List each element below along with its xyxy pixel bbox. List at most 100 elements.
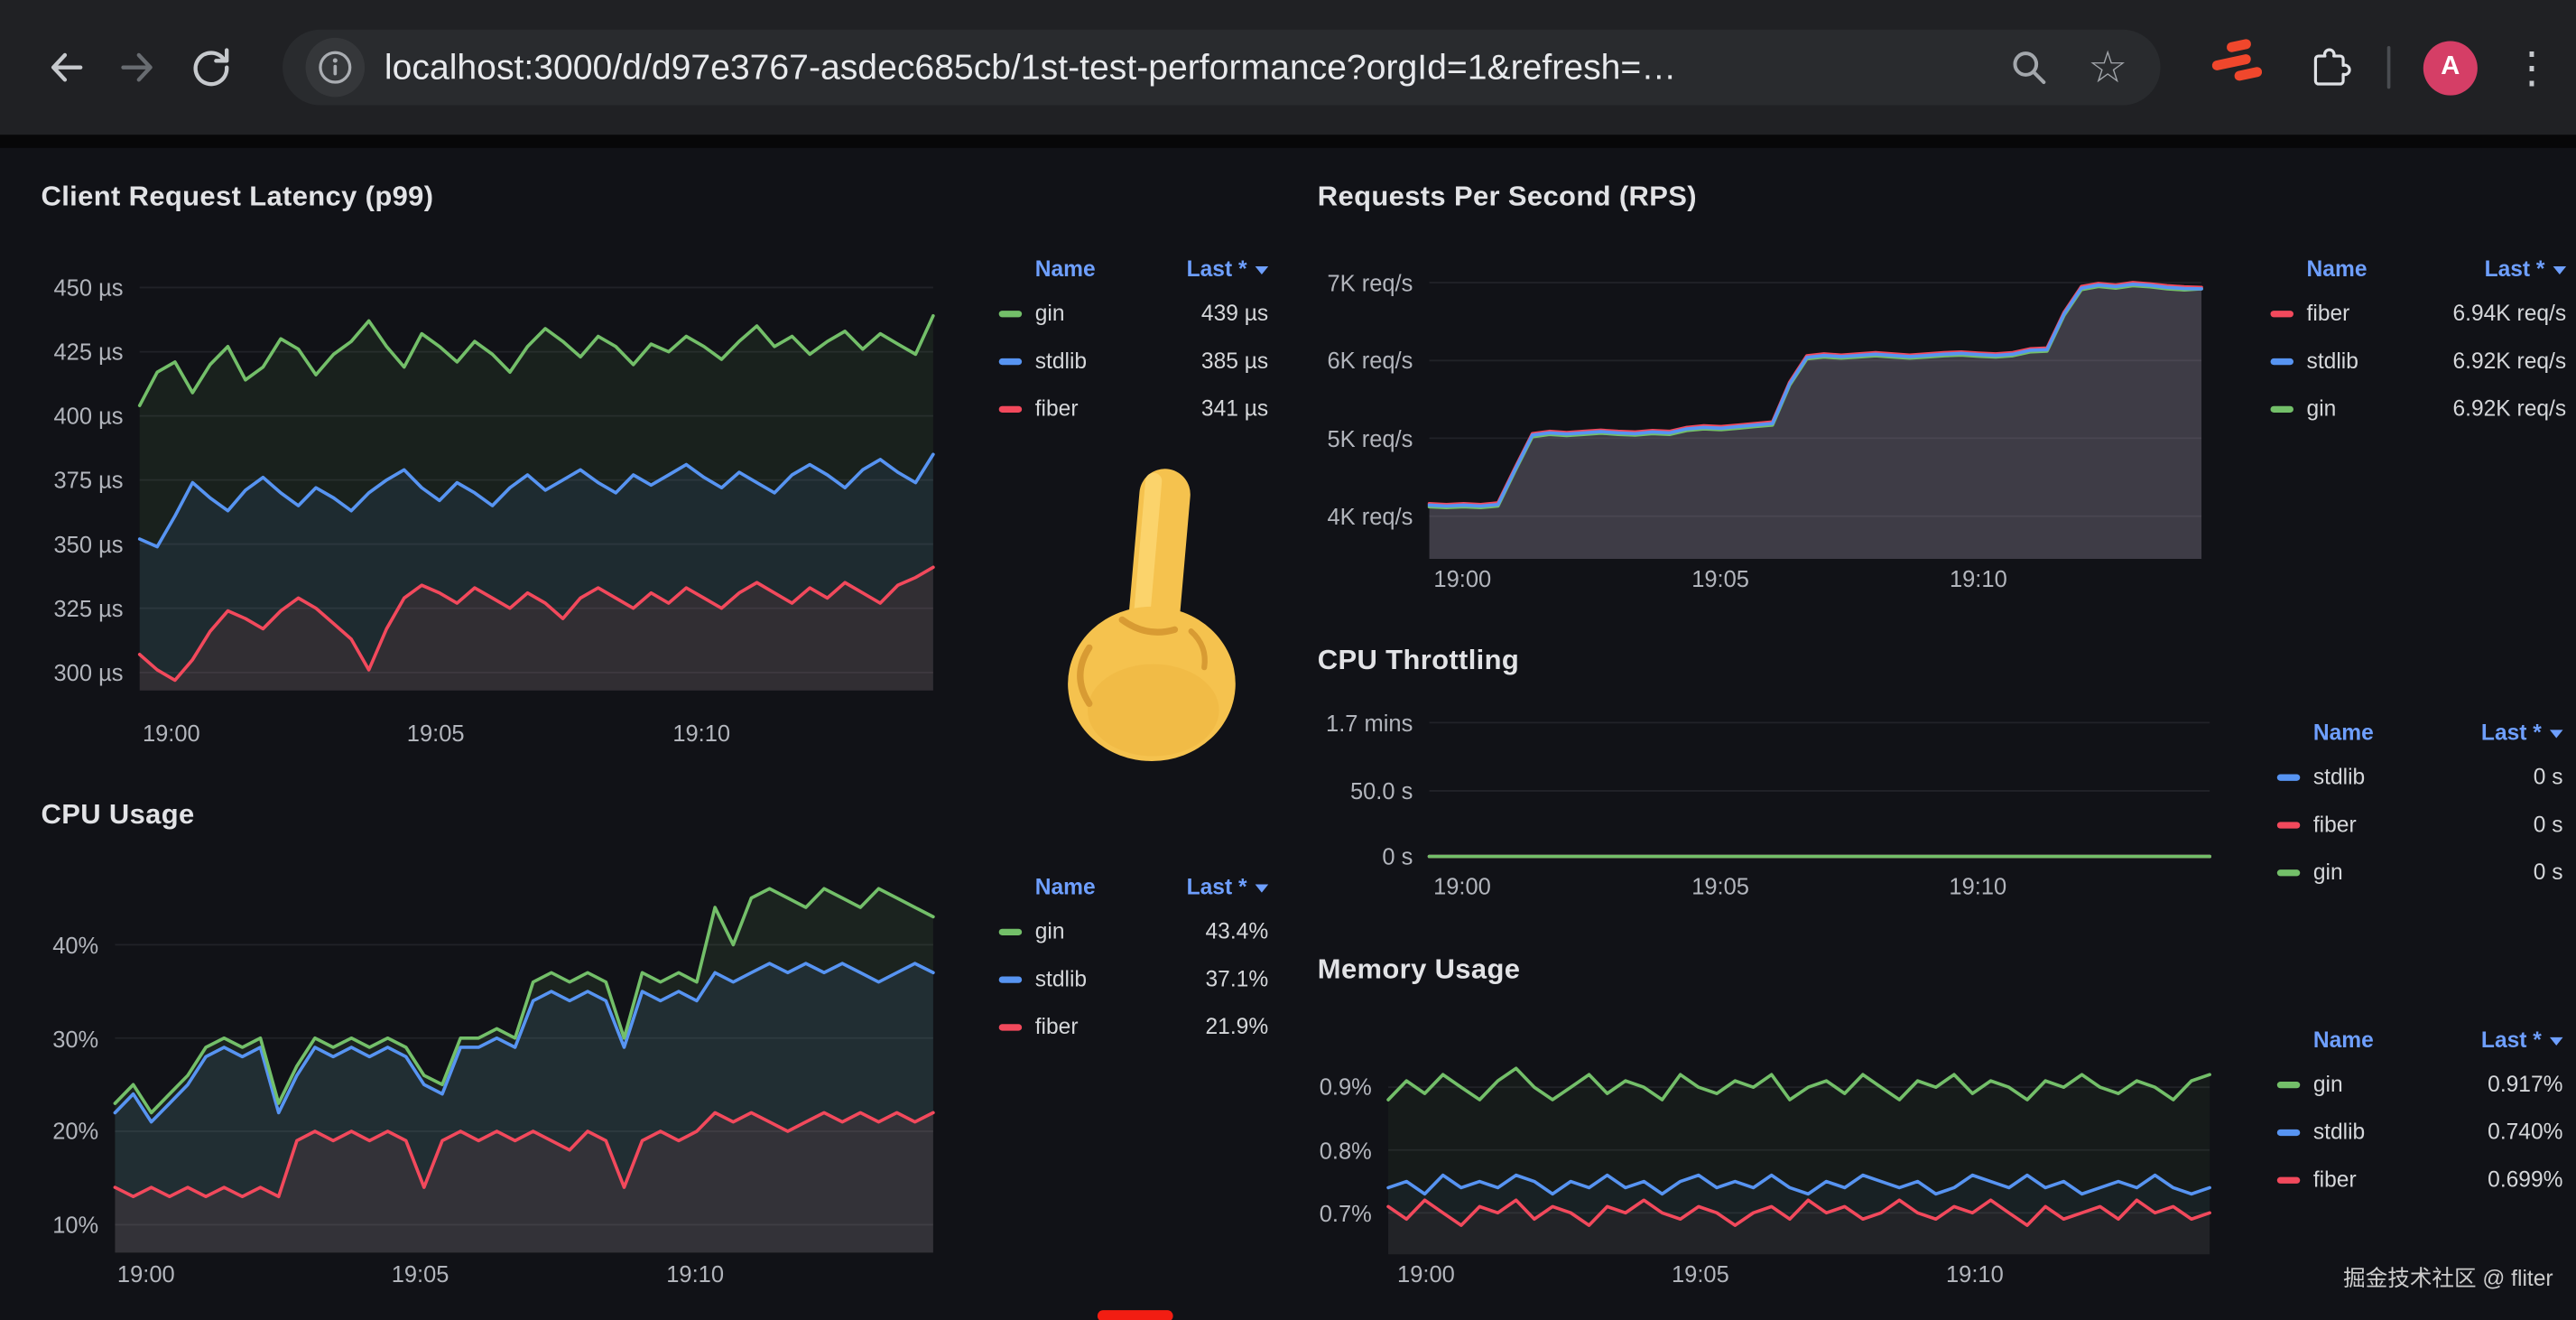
memory-y-axis-label: 0.9% [1319, 1074, 1372, 1101]
memory-stdlib-area [1388, 1175, 2210, 1255]
throttling-x-axis-label: 19:05 [1691, 872, 1749, 899]
browser-menu-button[interactable]: ⋮ [2510, 42, 2553, 92]
series-color-chip [998, 975, 1023, 982]
cpu-legend-item-fiber[interactable]: fiber 21.9% [998, 1003, 1268, 1051]
rps-legend-item-stdlib[interactable]: stdlib 6.92K req/s [2270, 337, 2566, 385]
latency-fiber-line [137, 565, 935, 683]
rps-legend-item-fiber[interactable]: fiber 6.94K req/s [2270, 289, 2567, 337]
latency-legend-item-gin[interactable]: gin 439 µs [998, 289, 1269, 337]
cpu-legend-item-gin[interactable]: gin 43.4% [998, 907, 1269, 955]
legend-header-name[interactable]: Name [2312, 719, 2374, 744]
series-color-chip [998, 310, 1023, 317]
throttling-legend-item-fiber[interactable]: fiber 0 s [2276, 801, 2563, 849]
cpu-legend-item-stdlib[interactable]: stdlib 37.1% [998, 955, 1268, 1003]
legend-last-value: 439 µs [1200, 301, 1269, 326]
legend-header-last[interactable]: Last * [1187, 256, 1269, 280]
rps-y-axis-label: 5K req/s [1327, 424, 1413, 451]
reload-icon [193, 48, 229, 87]
legend-header-last[interactable]: Last * [2481, 720, 2563, 744]
back-button[interactable] [30, 32, 102, 104]
throttling-x-axis-label: 19:10 [1949, 872, 2007, 899]
memory-legend-item-gin[interactable]: gin 0.917% [2276, 1060, 2563, 1108]
address-bar[interactable]: localhost:3000/d/d97e3767-asdec685cb/1st… [283, 29, 2161, 106]
extensions-puzzle-icon[interactable] [2302, 42, 2354, 94]
series-color-chip [2270, 404, 2293, 413]
legend-header-name[interactable]: Name [2306, 256, 2368, 281]
sort-caret-icon [1255, 883, 1269, 892]
memory-chart-area[interactable]: 0.9% 0.8% 0.7% 19:00 19:05 19:10 [1320, 1022, 2211, 1287]
memory-legend-item-fiber[interactable]: fiber 0.699% [2276, 1156, 2563, 1204]
cpu-panel-title[interactable]: CPU Usage [41, 798, 195, 831]
rps-legend-item-gin[interactable]: gin 6.92K req/s [2270, 385, 2566, 432]
series-color-chip [2276, 1176, 2301, 1183]
rps-panel-title[interactable]: Requests Per Second (RPS) [1317, 181, 1697, 212]
legend-header-last[interactable]: Last * [2485, 256, 2567, 280]
throttling-chart-area[interactable]: 1.7 mins 50.0 s 0 s 19:00 19:05 19:10 [1326, 707, 2211, 899]
info-icon [319, 51, 352, 84]
series-color-chip [2276, 1128, 2301, 1136]
throttling-legend-item-stdlib[interactable]: stdlib 0 s [2276, 753, 2563, 801]
bookmark-star-button[interactable]: ☆ [2079, 38, 2138, 98]
zoom-button[interactable] [1999, 38, 2059, 98]
cpu-chart-area[interactable]: 40% 30% 20% 10% 19:00 19:05 19:10 [52, 887, 935, 1287]
memory-gin-area [1388, 1068, 2210, 1255]
throttling-legend-item-gin[interactable]: gin 0 s [2276, 848, 2563, 896]
cpu-stdlib-line [113, 962, 935, 1124]
rps-x-axis-label: 19:10 [1949, 565, 2007, 592]
legend-header-last[interactable]: Last * [1187, 874, 1269, 898]
legend-last-value: 43.4% [1205, 918, 1269, 944]
legend-header-name[interactable]: Name [2312, 1027, 2374, 1052]
throttling-legend-header: Name Last * [2277, 711, 2563, 753]
latency-chart-area[interactable]: 450 µs 425 µs 400 µs 375 µs 350 µs 325 µs 300 … [53, 270, 935, 747]
series-color-chip [998, 404, 1023, 413]
latency-legend-item-fiber[interactable]: fiber 341 µs [998, 385, 1268, 432]
memory-panel-title[interactable]: Memory Usage [1317, 953, 1521, 985]
rps-chart-area[interactable]: 7K req/s 6K req/s 5K req/s 4K req/s 19:00 19:… [1327, 266, 2203, 591]
legend-series-name: gin [1034, 301, 1065, 326]
latency-y-axis-label: 450 µs [53, 274, 124, 301]
memory-plot-svg [1386, 1066, 2211, 1255]
series-color-chip [998, 358, 1023, 365]
latency-legend: Name Last * gin 439 µs stdlib 385 µs fiber 341 … [998, 246, 1269, 432]
memory-x-axis-label: 19:10 [1945, 1260, 2004, 1287]
toolbar-separator [2386, 45, 2391, 89]
memory-fiber-area [1388, 1200, 2210, 1255]
memory-fiber-line [1386, 1198, 2211, 1227]
juejin-extension-icon[interactable] [2205, 35, 2274, 99]
legend-header-last[interactable]: Last * [2481, 1027, 2563, 1051]
legend-header-last-label: Last * [2480, 1027, 2542, 1052]
latency-panel-title[interactable]: Client Request Latency (p99) [41, 181, 434, 212]
legend-header-name[interactable]: Name [1034, 873, 1096, 899]
sort-caret-icon [1255, 265, 1269, 274]
page-top-strip [0, 135, 2576, 148]
rps-x-axis-label: 19:05 [1691, 565, 1749, 592]
memory-y-axis-label: 0.8% [1319, 1137, 1372, 1164]
throttling-plot-svg [1427, 721, 2211, 859]
legend-header-last-label: Last * [2480, 719, 2542, 744]
forward-button[interactable] [102, 32, 174, 104]
legend-series-name: fiber [2306, 301, 2350, 326]
legend-last-value: 385 µs [1200, 348, 1269, 374]
legend-series-name: stdlib [2312, 1119, 2366, 1145]
legend-series-name: gin [2312, 1072, 2343, 1097]
site-info-button[interactable] [305, 37, 366, 98]
series-color-chip [998, 927, 1023, 935]
profile-avatar[interactable]: A [2423, 40, 2478, 95]
throttling-y-axis-label: 50.0 s [1349, 777, 1413, 804]
memory-legend-header: Name Last * [2277, 1018, 2563, 1060]
legend-series-name: fiber [2312, 812, 2357, 837]
star-icon: ☆ [2088, 42, 2128, 92]
cpu-y-axis-label: 40% [52, 931, 99, 958]
throttling-panel-title[interactable]: CPU Throttling [1317, 644, 1520, 676]
legend-header-name[interactable]: Name [1034, 256, 1096, 281]
legend-series-name: fiber [2312, 1167, 2357, 1193]
back-arrow-icon [51, 52, 83, 82]
reload-button[interactable] [174, 32, 246, 104]
legend-last-value: 0 s [2533, 812, 2563, 837]
memory-legend-item-stdlib[interactable]: stdlib 0.740% [2276, 1108, 2563, 1156]
legend-last-value: 0.699% [2488, 1167, 2563, 1193]
toolbar-right: A ⋮ [2210, 38, 2553, 95]
legend-last-value: 6.94K req/s [2452, 301, 2567, 326]
latency-legend-item-stdlib[interactable]: stdlib 385 µs [998, 337, 1269, 385]
series-color-chip [998, 1023, 1023, 1030]
